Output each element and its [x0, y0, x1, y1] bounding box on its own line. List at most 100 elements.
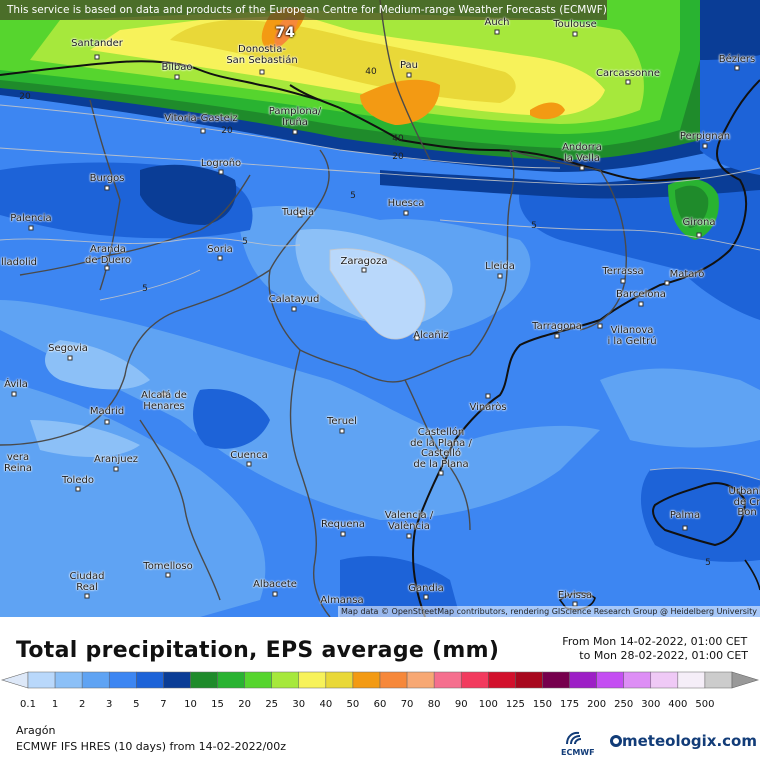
- max-value-label: 74: [275, 25, 295, 41]
- legend-swatch: [596, 671, 624, 689]
- city-label: Terrassa: [602, 266, 644, 277]
- meteologix-icon: [610, 735, 622, 747]
- legend-swatch: [460, 671, 489, 689]
- city-label: Aranjuez: [94, 454, 138, 465]
- city-label: Toledo: [62, 475, 94, 486]
- city-marker: [597, 323, 603, 329]
- city-label: Aranda de Duero: [85, 244, 131, 266]
- city-label: Cuenca: [230, 450, 268, 461]
- contour-label: 5: [350, 191, 356, 201]
- city-label: Gandia: [408, 583, 444, 594]
- legend-label: 1: [51, 699, 59, 710]
- city-label: Barcelona: [616, 289, 666, 300]
- city-marker: [200, 128, 206, 134]
- legend-label: 250: [614, 699, 634, 710]
- contour-label: 20: [221, 126, 233, 136]
- meteologix-brand[interactable]: meteologix.com: [610, 732, 757, 750]
- city-marker: [485, 393, 491, 399]
- precipitation-field: [0, 0, 760, 617]
- city-label: Vitoria-Gasteiz: [164, 113, 238, 124]
- model-run: ECMWF IFS HRES (10 days) from 14-02-2022…: [16, 740, 287, 753]
- legend-swatch: [488, 671, 516, 689]
- city-marker: [438, 470, 444, 476]
- precipitation-map[interactable]: This service is based on data and produc…: [0, 0, 760, 617]
- city-label: Lleida: [485, 261, 515, 272]
- city-marker: [161, 391, 167, 397]
- city-marker: [84, 593, 90, 599]
- legend-swatch: [569, 671, 597, 689]
- legend-label: 25: [265, 699, 279, 710]
- city-marker: [696, 232, 702, 238]
- city-label: Vinaròs: [469, 402, 507, 413]
- city-marker: [67, 355, 73, 361]
- city-marker: [218, 169, 224, 175]
- legend-swatch: [54, 671, 83, 689]
- legend-label: 90: [454, 699, 468, 710]
- city-label: Palma: [669, 510, 701, 521]
- city-label: Perpignan: [679, 131, 731, 142]
- contour-label: 5: [531, 221, 537, 231]
- city-marker: [403, 210, 409, 216]
- city-marker: [113, 466, 119, 472]
- legend-swatch: [650, 671, 679, 689]
- legend-label: 60: [373, 699, 387, 710]
- city-label: Eivissa: [557, 590, 593, 601]
- legend-swatch: [515, 671, 543, 689]
- legend-label: 125: [505, 699, 525, 710]
- city-marker: [339, 428, 345, 434]
- legend-label: 100: [478, 699, 498, 710]
- legend-label: 30: [292, 699, 306, 710]
- city-label: Santander: [71, 38, 123, 49]
- forecast-period: From Mon 14-02-2022, 01:00 CET to Mon 28…: [562, 635, 748, 663]
- city-label: Ciudad Real: [69, 571, 105, 593]
- legend-swatch: [108, 671, 137, 689]
- contour-label: 20: [19, 92, 31, 102]
- city-label: Zaragoza: [340, 256, 388, 267]
- ecmwf-logo: ECMWF: [561, 730, 595, 757]
- map-title: Total precipitation, EPS average (mm): [16, 638, 500, 663]
- city-marker: [734, 65, 740, 71]
- city-label: Requena: [321, 519, 365, 530]
- city-marker: [620, 278, 626, 284]
- legend-label: 70: [400, 699, 414, 710]
- city-marker: [259, 69, 265, 75]
- city-label: Pamplona/ Iruña: [268, 106, 322, 128]
- city-marker: [75, 486, 81, 492]
- city-label: Segovia: [48, 343, 88, 354]
- legend-label: 2: [78, 699, 86, 710]
- city-marker: [497, 273, 503, 279]
- legend-label: 3: [106, 699, 113, 710]
- ecmwf-logo-text: ECMWF: [561, 748, 595, 757]
- legend-swatch: [704, 671, 733, 689]
- city-marker: [104, 185, 110, 191]
- city-label: Urbanit de Cr Bon: [728, 486, 760, 518]
- city-label: Vilanova i la Geltrú: [607, 325, 657, 347]
- ecmwf-notice: This service is based on data and produc…: [0, 0, 607, 20]
- legend-label: 50: [346, 699, 360, 710]
- city-marker: [28, 225, 34, 231]
- legend-swatch: [623, 671, 652, 689]
- legend-label: 400: [668, 699, 688, 710]
- legend-label: 80: [427, 699, 441, 710]
- city-label: Albacete: [253, 579, 297, 590]
- region-name: Aragón: [16, 724, 56, 737]
- legend-arrow-low: [0, 671, 29, 689]
- map-attribution: Map data © OpenStreetMap contributors, r…: [338, 606, 760, 617]
- city-label: Palencia: [10, 213, 52, 224]
- city-label: Alcalá de Henares: [141, 390, 187, 412]
- city-marker: [246, 461, 252, 467]
- legend-swatch: [163, 671, 191, 689]
- city-marker: [174, 74, 180, 80]
- city-label: Ávila: [4, 379, 28, 390]
- legend-label: 150: [532, 699, 552, 710]
- ecmwf-emblem-icon: [566, 731, 582, 745]
- city-label: Alcañiz: [413, 330, 449, 341]
- legend-label: 10: [184, 699, 197, 710]
- legend-swatch: [298, 671, 327, 689]
- legend-swatch: [271, 671, 300, 689]
- city-marker: [217, 255, 223, 261]
- city-label: Castellón de la Plana / Castelló de la P…: [410, 427, 472, 470]
- contour-label: 40: [365, 67, 377, 77]
- legend-swatch: [677, 671, 706, 689]
- city-marker: [94, 54, 100, 60]
